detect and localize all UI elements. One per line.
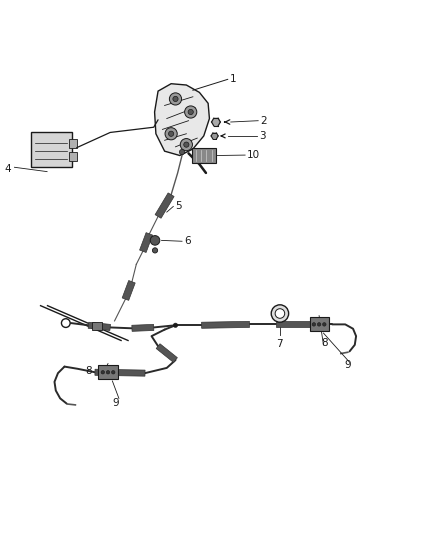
Polygon shape [156,344,177,362]
Circle shape [169,131,174,136]
Polygon shape [140,232,152,253]
Circle shape [275,309,285,318]
FancyBboxPatch shape [31,133,72,167]
FancyBboxPatch shape [92,322,102,330]
Text: 1: 1 [230,75,237,84]
Text: 2: 2 [260,116,267,126]
Polygon shape [95,369,145,376]
Circle shape [185,106,197,118]
Text: 9: 9 [113,398,119,408]
Circle shape [318,322,321,326]
Circle shape [170,93,182,105]
Polygon shape [276,321,319,327]
Text: 3: 3 [259,131,266,141]
Circle shape [173,96,178,102]
FancyBboxPatch shape [69,152,77,161]
FancyBboxPatch shape [191,148,216,163]
Circle shape [180,149,185,155]
Polygon shape [88,322,110,330]
Circle shape [173,323,178,327]
Polygon shape [155,84,209,156]
Circle shape [101,370,105,374]
FancyBboxPatch shape [99,365,117,379]
Circle shape [184,142,189,147]
Polygon shape [212,118,220,126]
Circle shape [180,139,192,151]
Circle shape [312,322,316,326]
Circle shape [152,248,158,253]
FancyBboxPatch shape [310,318,328,332]
Text: 9: 9 [344,360,351,370]
Circle shape [188,109,193,115]
Polygon shape [132,325,154,332]
Text: 10: 10 [247,150,261,160]
Polygon shape [122,280,135,301]
Circle shape [106,370,110,374]
Text: 8: 8 [321,338,328,348]
Text: 8: 8 [85,366,92,376]
Polygon shape [155,193,174,218]
Circle shape [165,128,177,140]
Text: 4: 4 [5,164,11,174]
Circle shape [112,370,115,374]
Polygon shape [201,321,250,328]
Text: 5: 5 [176,201,182,212]
Circle shape [150,236,160,245]
Circle shape [271,305,289,322]
Text: 7: 7 [276,339,283,349]
Polygon shape [211,133,218,139]
Text: 6: 6 [184,236,191,246]
FancyBboxPatch shape [69,139,77,148]
Circle shape [322,322,326,326]
